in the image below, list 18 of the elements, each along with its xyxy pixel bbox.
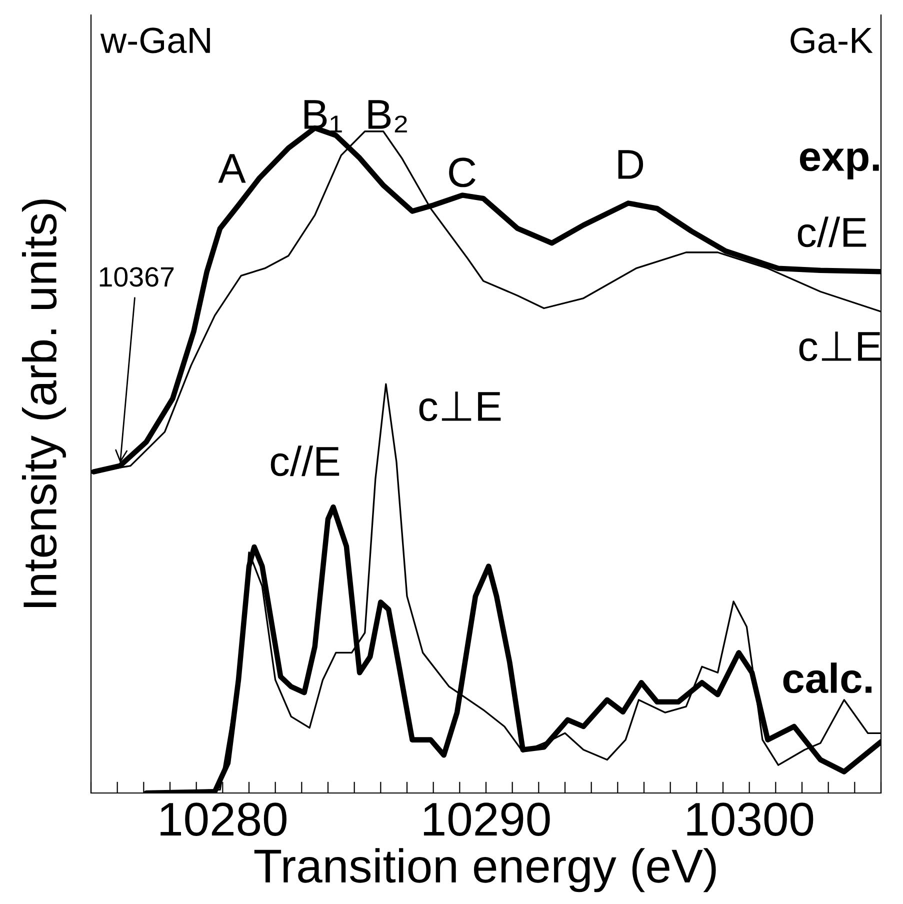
x-tick-label: 10300 bbox=[687, 802, 814, 836]
text: Ga-K bbox=[790, 28, 873, 54]
annotation: exp. bbox=[800, 148, 879, 180]
x-tick-label: 10290 bbox=[424, 802, 550, 836]
annotation: D bbox=[618, 150, 644, 179]
annotation: c⊥E bbox=[419, 392, 501, 422]
annotation: 10367 bbox=[100, 267, 174, 287]
text: w-GaN bbox=[100, 28, 210, 54]
annotation: B₂ bbox=[368, 100, 407, 132]
annotation: calc. bbox=[783, 662, 872, 694]
x-axis-title: Transition energy (eV) bbox=[254, 848, 716, 892]
annotation: A bbox=[218, 154, 246, 183]
annotation: c⊥E bbox=[799, 332, 881, 362]
annotation: C bbox=[449, 158, 476, 188]
annotation: c//E bbox=[270, 446, 340, 476]
x-tick-label: 10280 bbox=[160, 802, 286, 836]
y-axis-title: Intensity (arb. units) bbox=[22, 200, 66, 607]
annotation: c//E bbox=[798, 216, 866, 248]
